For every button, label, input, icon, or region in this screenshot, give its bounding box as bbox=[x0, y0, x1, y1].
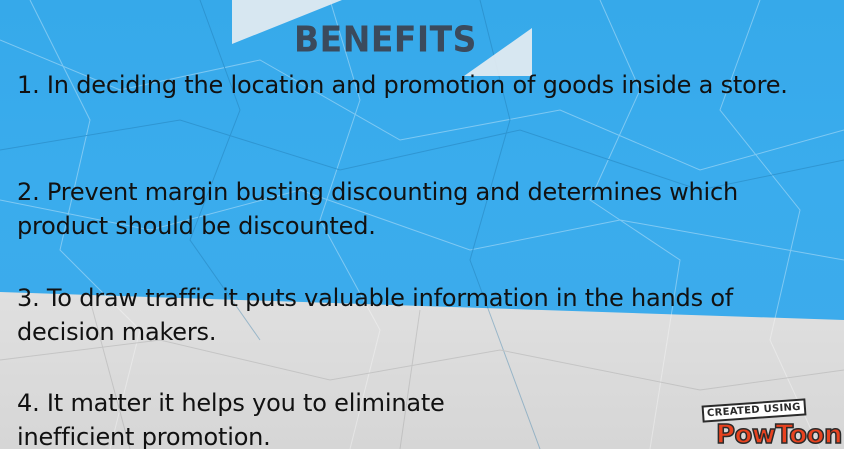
powtoon-logo: PowToon bbox=[715, 419, 843, 449]
benefit-item: 1. In deciding the location and promotio… bbox=[17, 71, 788, 99]
benefit-item: 4. It matter it helps you to eliminate i… bbox=[17, 389, 445, 449]
benefit-item: 2. Prevent margin busting discounting an… bbox=[17, 178, 739, 240]
watermark-caption: CREATED USING bbox=[701, 398, 807, 423]
slide-title: BENEFITS bbox=[294, 18, 477, 61]
benefit-item: 3. To draw traffic it puts valuable info… bbox=[17, 284, 734, 346]
powtoon-watermark: CREATED USING PowToon bbox=[698, 398, 844, 449]
